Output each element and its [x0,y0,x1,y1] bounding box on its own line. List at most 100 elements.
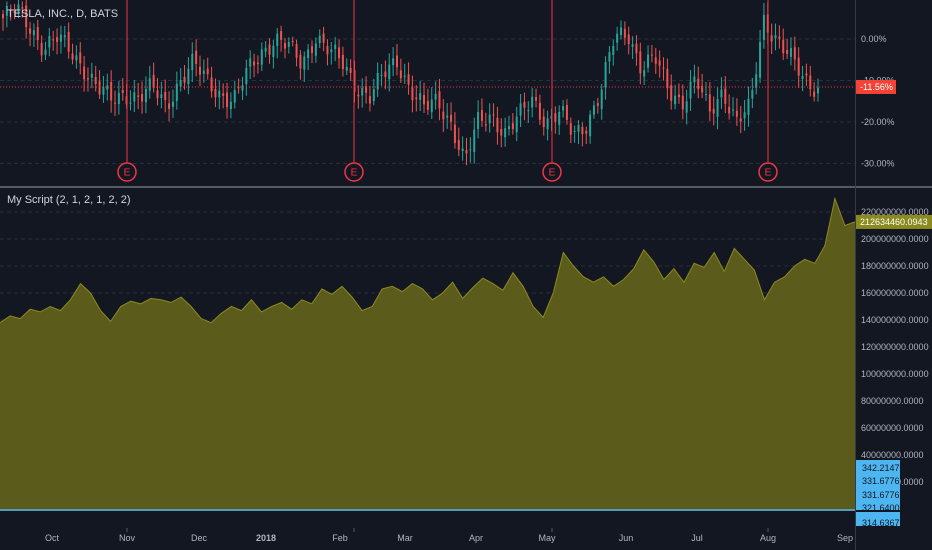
candle-body [334,44,337,49]
candle-body [654,57,657,64]
candle-body [171,101,174,107]
candle-body [608,52,611,62]
indicator-min-label-1: 331.6776 [862,476,900,486]
candle-body [600,89,603,110]
candle-body [674,95,677,105]
candle-body [759,42,762,78]
candle-body [813,91,816,97]
candle-body [732,109,735,111]
candle-body [330,49,333,53]
earnings-marker-1: E [117,162,137,182]
candle-body [198,66,201,75]
candle-body [577,125,580,132]
candle-body [809,75,812,90]
candle-body [326,46,329,55]
candle-body [117,92,120,105]
candle-body [515,116,518,133]
price-axis-label-2: -20.00% [861,117,895,127]
candle-body [322,33,325,43]
candle-body [415,97,418,100]
candle-body [693,76,696,83]
current-percent-label: -11.56% [860,82,893,92]
candle-body [83,66,86,80]
candle-body [720,89,723,98]
candle-body [805,73,808,76]
candle-body [245,67,248,85]
candle-body [550,115,553,119]
candle-body [735,110,738,117]
candle-body [338,47,341,59]
candle-body [434,93,437,100]
candle-body [13,9,16,14]
candle-body [52,39,55,41]
indicator-last-value-label: 212634460.0943 [860,217,928,227]
candle-body [457,139,460,150]
candle-body [102,87,105,95]
candle-body [469,149,472,151]
candle-body [71,53,74,60]
candle-body [592,105,595,115]
candle-body [473,129,476,153]
candle-body [191,53,194,71]
candle-body [357,94,360,97]
candle-body [589,114,592,137]
candle-body [90,73,93,78]
candle-body [558,111,561,125]
candle-body [183,76,186,83]
candle-body [774,35,777,39]
candle-body [585,130,588,134]
candle-body [677,94,680,98]
candle-body [187,68,190,85]
candle-body [596,103,599,106]
candle-body [79,52,82,64]
candle-body [770,35,773,42]
candle-body [488,114,491,124]
candle-body [98,81,101,95]
candle-body [546,118,549,130]
candle-body [797,57,800,76]
candle-body [206,68,209,75]
candle-body [643,70,646,77]
candle-body [311,46,314,54]
candle-body [639,51,642,74]
indicator-min-label-3: 321.6400 [862,503,900,513]
candle-body [44,49,47,55]
candle-body [689,81,692,99]
candle-body [480,110,483,121]
candle-body [793,47,796,60]
indicator-axis-label-6: 100000000.0000 [861,369,929,379]
time-axis-label-1: Nov [119,533,136,543]
candle-body [407,74,410,85]
time-axis-label-9: Jul [691,533,703,543]
candle-body [345,66,348,71]
candle-body [716,99,719,117]
candle-body [249,58,252,67]
candle-body [751,90,754,99]
candle-body [395,55,398,68]
candle-body [303,56,306,70]
candle-body [496,117,499,133]
candle-body [179,80,182,87]
candle-body [419,93,422,100]
indicator-axis-label-7: 80000000.0000 [861,396,924,406]
candle-body [616,33,619,43]
indicator-min-label-4: 314.6367 [862,518,900,528]
candle-body [268,44,271,55]
candle-body [635,43,638,54]
candle-body [519,103,522,116]
earnings-marker-label: E [351,168,358,179]
indicator-axis-label-3: 160000000.0000 [861,288,929,298]
indicator-axis-label-1: 200000000.0000 [861,234,929,244]
candle-body [623,28,626,38]
candle-body [423,94,426,105]
price-axis-label-0: 0.00% [861,34,887,44]
indicator-axis-label-0: 220000000.0000 [861,207,929,217]
candle-body [283,43,286,49]
candle-body [75,55,78,61]
candle-body [430,99,433,113]
candle-body [32,30,35,36]
candle-body [256,62,259,65]
candle-body [535,96,538,101]
